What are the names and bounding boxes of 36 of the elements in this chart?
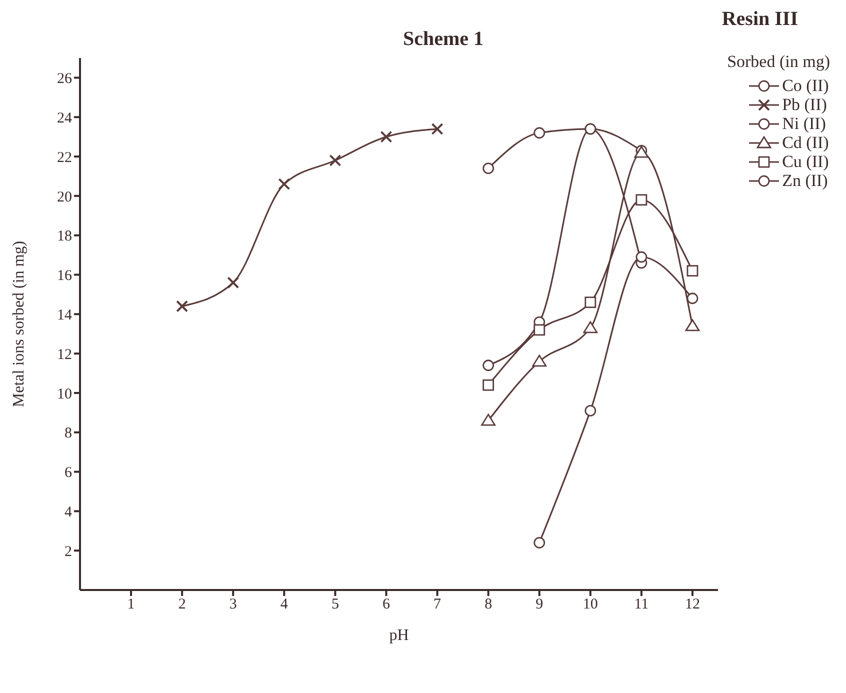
y-tick-label: 6 <box>64 465 72 482</box>
x-tick-label: 4 <box>280 596 288 613</box>
y-axis-title: Metal ions sorbed (in mg) <box>10 240 28 408</box>
y-tick-label: 12 <box>57 346 72 363</box>
x-tick-label: 9 <box>536 596 544 613</box>
legend-label: Pb (II) <box>782 94 827 114</box>
x-tick-label: 2 <box>178 596 186 613</box>
x-tick-label: 6 <box>382 596 390 613</box>
x-tick-label: 8 <box>484 596 492 613</box>
text: Resin III <box>722 8 798 31</box>
x-tick-label: 12 <box>684 596 700 613</box>
x-tick-label: 1 <box>127 596 135 613</box>
x-tick-label: 10 <box>582 596 598 613</box>
y-tick-label: 2 <box>64 544 72 560</box>
x-tick-label: 7 <box>434 596 442 613</box>
chart-title: Scheme 1 <box>403 28 484 51</box>
legend-label: Cu (II) <box>782 152 829 172</box>
y-tick-label: 18 <box>57 228 72 245</box>
legend-label: Cd (II) <box>782 132 829 152</box>
legend-label: Zn (II) <box>782 170 828 190</box>
y-tick-label: 16 <box>57 268 72 284</box>
legend-title: Sorbed (in mg) <box>727 52 830 72</box>
legend-label: Co (II) <box>782 76 829 96</box>
y-tick-label: 4 <box>64 504 72 521</box>
y-tick-label: 26 <box>57 71 72 88</box>
x-tick-label: 3 <box>229 596 237 613</box>
y-tick-label: 22 <box>57 150 72 166</box>
y-tick-label: 8 <box>64 426 72 442</box>
x-tick-label: 11 <box>634 596 649 613</box>
y-tick-label: 24 <box>57 110 72 126</box>
x-axis-title: pH <box>389 627 410 644</box>
y-tick-label: 10 <box>57 386 72 402</box>
x-tick-label: 5 <box>331 596 339 613</box>
legend-label: Ni (II) <box>782 114 826 134</box>
y-tick-label: 20 <box>57 189 72 206</box>
y-tick-label: 14 <box>57 307 72 324</box>
